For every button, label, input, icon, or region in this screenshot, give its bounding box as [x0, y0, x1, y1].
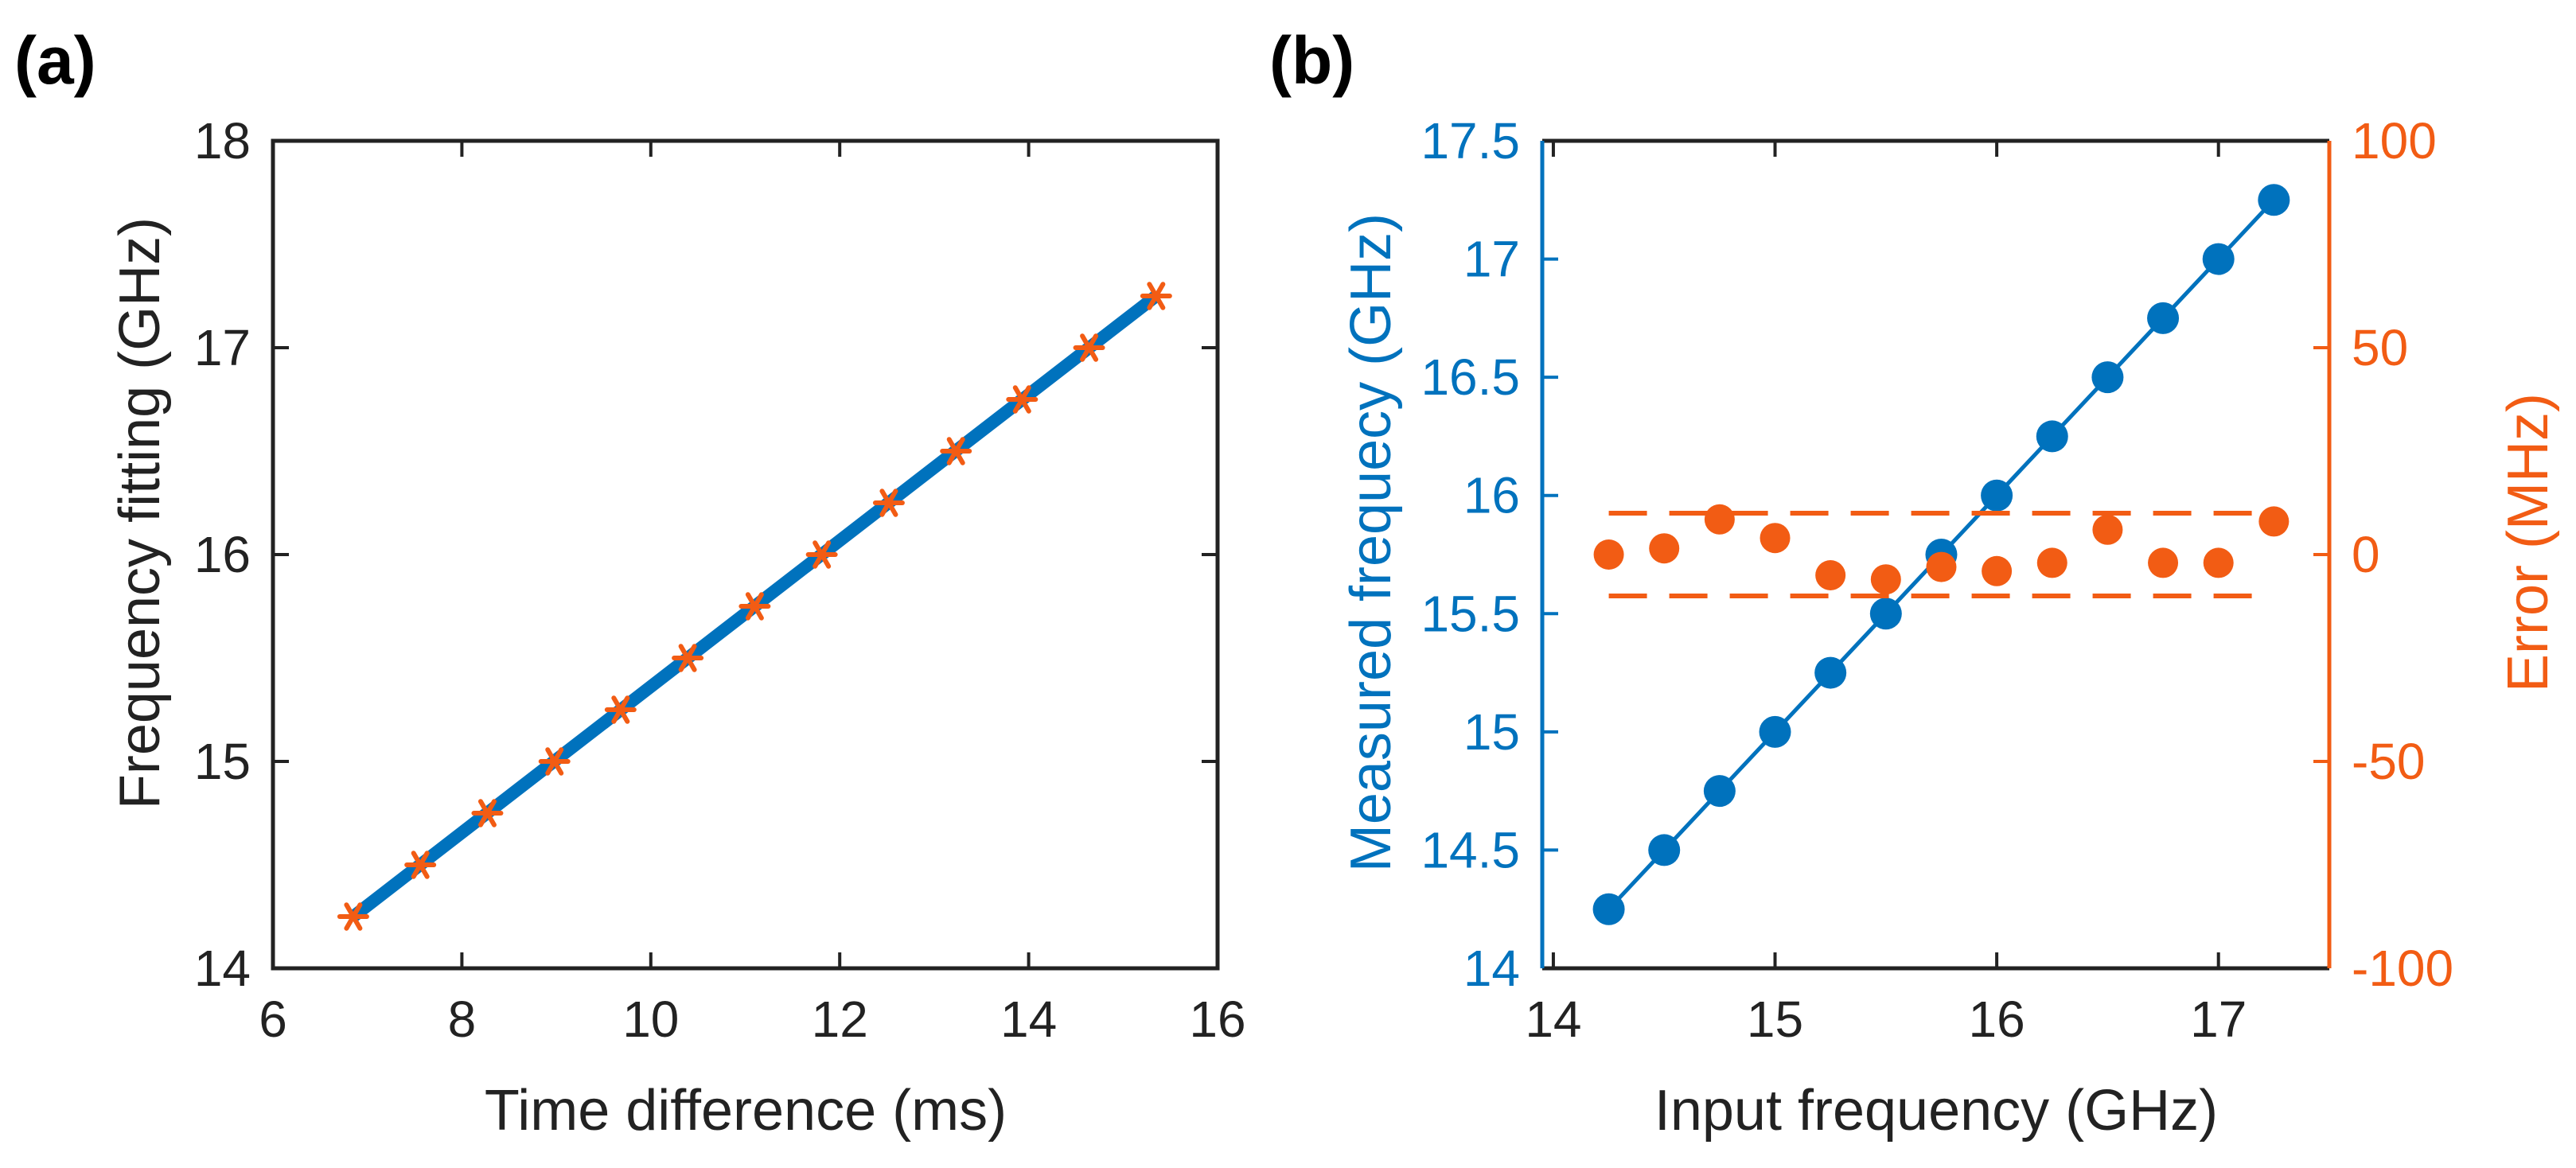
b-left-y-tick-label: 16: [1463, 467, 1520, 524]
a-data-point: [872, 489, 905, 517]
b-left-y-tick-label: 15.5: [1421, 585, 1520, 642]
a-data-point: [471, 799, 504, 827]
b-error-point: [2092, 514, 2123, 545]
a-axes-frame: [271, 138, 1220, 971]
a-data-point: [604, 695, 637, 724]
a-y-axis-label: Frequency fitting (GHz): [108, 217, 172, 809]
b-error-point: [1926, 551, 1957, 582]
a-data-point: [739, 592, 771, 621]
b-right-y-tick-label: 0: [2352, 526, 2380, 583]
a-data-point: [1140, 282, 1172, 310]
b-measured-point: [2091, 361, 2124, 394]
a-data-point: [1006, 385, 1039, 414]
a-x-tick-label: 14: [1000, 991, 1057, 1048]
b-measured-point: [2147, 302, 2180, 334]
a-y-tick-labels: 14 15 16 17 18: [194, 112, 251, 997]
a-x-tick-label: 8: [448, 991, 477, 1048]
b-x-tick-label: 17: [2190, 991, 2247, 1048]
b-right-y-tick-label: 100: [2352, 112, 2437, 169]
a-y-tick-label: 15: [194, 733, 251, 790]
a-x-tick-label: 10: [622, 991, 679, 1048]
a-data-point: [1073, 333, 1105, 362]
a-data-point: [672, 644, 704, 672]
a-data-point: [940, 437, 972, 465]
b-right-y-tick-label: -100: [2352, 940, 2453, 997]
b-error-point: [2148, 547, 2179, 578]
a-x-tick-label: 6: [259, 991, 287, 1048]
b-error-point: [1870, 564, 1901, 595]
b-left-y-tick-label: 17.5: [1421, 112, 1520, 169]
b-error-point: [1593, 539, 1624, 570]
b-measured-point: [1592, 893, 1625, 925]
b-left-y-tick-label: 15: [1463, 703, 1520, 761]
b-error-point: [1815, 560, 1846, 590]
b-right-y-axis-label: Error (MHz): [2496, 393, 2560, 692]
b-left-y-tick-label: 17: [1463, 231, 1520, 288]
b-error-point: [2258, 506, 2290, 537]
chart-a: (a) 6 8 10 12 14 16 14 15 16 17 18 Time differenc…: [14, 23, 1246, 1143]
b-right-y-tick-labels: -100 -50 0 50 100: [2352, 112, 2453, 997]
b-measured-point: [1703, 775, 1736, 808]
b-error-point: [1704, 504, 1735, 535]
b-x-tick-labels: 14 15 16 17: [1525, 991, 2247, 1048]
b-left-y-tick-labels: 14 14.5 15 15.5 16 16.5 17 17.5: [1421, 112, 1520, 997]
b-error-point: [2036, 547, 2067, 578]
b-measured-point: [2036, 420, 2068, 453]
b-left-y-tick-label: 14: [1463, 940, 1520, 997]
b-x-tick-label: 14: [1525, 991, 1581, 1048]
b-measured-point: [2258, 184, 2290, 216]
a-y-tick-label: 18: [194, 112, 251, 169]
a-y-tick-label: 14: [194, 940, 251, 997]
b-measured-point: [1648, 834, 1681, 866]
b-measured-point: [1981, 479, 2013, 512]
b-measured-point: [1759, 715, 1791, 748]
a-x-tick-label: 12: [812, 991, 868, 1048]
a-data-point: [404, 851, 437, 879]
b-error-point: [2203, 547, 2234, 578]
b-left-y-tick-label: 14.5: [1421, 821, 1520, 878]
a-data-point: [337, 902, 369, 931]
a-x-tick-labels: 6 8 10 12 14 16: [259, 991, 1245, 1048]
b-measured-point: [1814, 656, 1847, 689]
b-error-point: [1649, 533, 1680, 564]
b-right-y-tick-label: -50: [2352, 733, 2426, 790]
b-x-tick-label: 16: [1969, 991, 2025, 1048]
a-data-point: [805, 540, 838, 569]
a-y-tick-label: 17: [194, 319, 251, 376]
b-error-point: [1982, 555, 2013, 586]
chart-b: (b) 14 15 16 17 14 14.5 15 15.5 16 16.5 17 17.5 -1…: [1269, 23, 2560, 1143]
a-x-axis-label: Time difference (ms): [485, 1079, 1007, 1143]
b-error-point: [1760, 523, 1791, 554]
a-data-point: [538, 747, 571, 776]
b-measured-point: [1869, 598, 1902, 630]
b-left-y-axis-label: Measured frequecy (GHz): [1339, 213, 1403, 872]
panel-label-b: (b): [1269, 23, 1354, 98]
panel-label-a: (a): [14, 23, 96, 98]
b-left-y-tick-label: 16.5: [1421, 348, 1520, 406]
a-x-tick-label: 16: [1189, 991, 1245, 1048]
b-right-y-tick-label: 50: [2352, 319, 2408, 376]
b-plot-area: [1540, 138, 2332, 971]
a-plot-area: [271, 138, 1220, 971]
b-x-axis-label: Input frequency (GHz): [1654, 1079, 2218, 1143]
a-y-tick-label: 16: [194, 526, 251, 583]
b-measured-point: [2202, 243, 2235, 275]
b-x-tick-label: 15: [1747, 991, 1803, 1048]
